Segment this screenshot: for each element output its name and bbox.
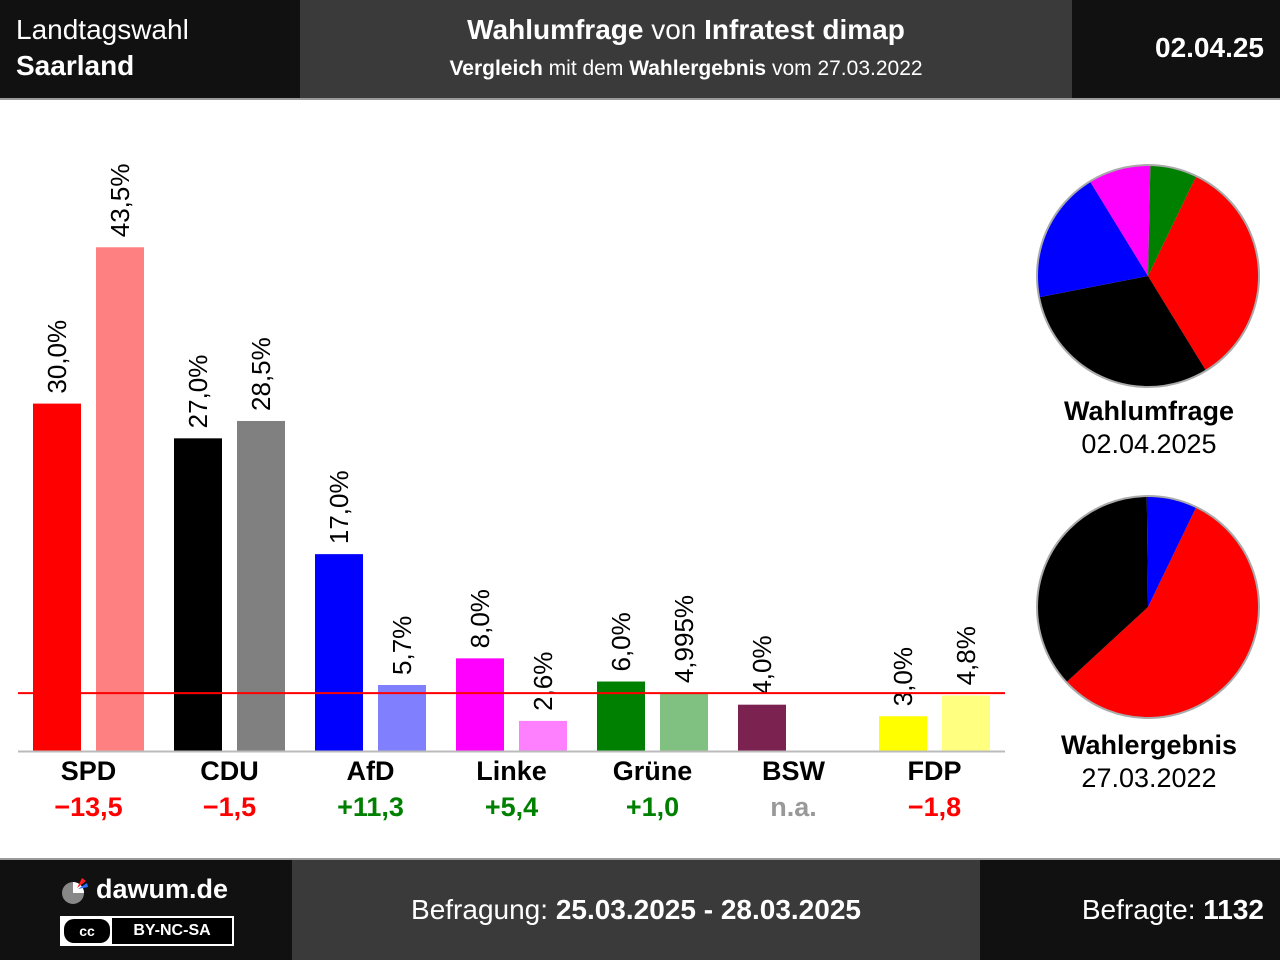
title-connector: von (643, 14, 705, 45)
bar-bsw-poll (738, 704, 786, 751)
header-divider (0, 98, 1280, 100)
subtitle-result: Wahlergebnis (629, 57, 767, 80)
difference-label-afd: +11,3 (337, 792, 404, 822)
category-label-cdu: CDU (200, 756, 259, 786)
category-label-grne: Grüne (613, 756, 693, 786)
pie-caption-poll: Wahlumfrage 02.04.2025 (1029, 396, 1269, 460)
bar-value-label: 30,0% (42, 320, 72, 394)
poll-date: 02.04.25 (1155, 32, 1264, 63)
pie-slice (1146, 496, 1197, 607)
difference-label-grne: +1,0 (626, 792, 679, 822)
license-badge: cc BY-NC-SA (60, 916, 234, 946)
bar-grne-result (660, 693, 708, 751)
subtitle-date: vom 27.03.2022 (766, 57, 923, 80)
footer-survey: Befragung: 25.03.2025 - 28.03.2025 (292, 860, 980, 960)
footer-divider (0, 858, 1280, 860)
bar-grne-poll (597, 681, 645, 751)
bar-cdu-poll (174, 438, 222, 751)
respondents-count: 1132 (1203, 894, 1264, 925)
election-type: Landtagswahl (16, 14, 189, 45)
survey-period: Befragung: 25.03.2025 - 28.03.2025 (292, 894, 980, 926)
bar-fdp-poll (879, 716, 927, 751)
pie-slice (1148, 165, 1197, 276)
bar-value-label: 4,8% (951, 626, 981, 685)
pie-slice (1039, 276, 1206, 388)
title-institute: Infratest dimap (704, 14, 905, 45)
bar-value-label: 4,995% (669, 595, 699, 683)
survey-label: Befragung: (411, 894, 556, 925)
respondents-label: Befragte: (1081, 894, 1204, 925)
difference-label-linke: +5,4 (485, 792, 538, 822)
cc-icon: cc (64, 919, 110, 943)
pie-slice (1090, 165, 1151, 276)
bar-chart: 30,0% 43,5% SPD −13,5 27,0% 28,5% CDU −1,5 17,0%… (18, 164, 1260, 822)
category-label-bsw: BSW (762, 756, 826, 786)
chart-subtitle: Vergleich mit dem Wahlergebnis vom 27.03… (300, 57, 1072, 81)
category-label-spd: SPD (61, 756, 117, 786)
footer-brand: dawum.de cc BY-NC-SA (0, 860, 292, 960)
survey-dates: 25.03.2025 - 28.03.2025 (555, 894, 861, 925)
bar-linke-result (519, 720, 567, 751)
bar-afd-poll (315, 554, 363, 751)
election-info: Landtagswahl Saarland (0, 0, 300, 98)
pie-outline (1036, 164, 1260, 388)
bar-value-label: 17,0% (324, 470, 354, 544)
bar-value-label: 8,0% (465, 589, 495, 648)
pie-date-poll: 02.04.2025 (1081, 429, 1217, 459)
pie-slice (1037, 496, 1148, 683)
pie-caption-result: Wahlergebnis 27.03.2022 (1029, 730, 1269, 794)
pie-slice (1037, 181, 1148, 298)
bar-value-label: 4,0% (747, 635, 777, 694)
pie-slice (1066, 507, 1260, 719)
pie-title-poll: Wahlumfrage (1063, 396, 1234, 426)
pie-date-result: 27.03.2022 (1081, 763, 1217, 793)
footer: dawum.de cc BY-NC-SA Befragung: 25.03.20… (0, 860, 1280, 960)
bar-value-label: 27,0% (183, 355, 213, 429)
bar-value-label: 28,5% (246, 337, 276, 411)
category-label-linke: Linke (476, 756, 547, 786)
bar-cdu-result (237, 420, 285, 751)
bar-value-label: 6,0% (606, 612, 636, 671)
pie-slice (1148, 176, 1259, 371)
bar-value-label: 43,5% (105, 164, 135, 238)
pie-logo-icon (62, 878, 88, 904)
election-region: Saarland (16, 50, 135, 81)
difference-label-bsw: n.a. (770, 792, 817, 822)
bar-fdp-result (942, 695, 990, 751)
bar-linke-poll (456, 658, 504, 751)
date-block: 02.04.25 (1072, 0, 1280, 98)
respondents: Befragte: 1132 (1082, 894, 1264, 926)
bar-value-label: 3,0% (888, 647, 918, 706)
bar-value-label: 5,7% (387, 616, 417, 675)
pie-outline (1036, 495, 1260, 719)
chart-title-block: Wahlumfrage von Infratest dimap Vergleic… (300, 0, 1072, 98)
subtitle-comparison: Vergleich (449, 57, 543, 80)
category-label-fdp: FDP (908, 756, 962, 786)
difference-label-fdp: −1,8 (908, 792, 961, 822)
bar-afd-result (378, 684, 426, 751)
license-text: BY-NC-SA (112, 918, 232, 944)
site-link[interactable]: dawum.de (96, 874, 229, 904)
pie-title-result: Wahlergebnis (1060, 730, 1238, 760)
subtitle-connector: mit dem (542, 57, 630, 80)
chart-title: Wahlumfrage von Infratest dimap (300, 14, 1072, 46)
header: Landtagswahl Saarland Wahlumfrage von In… (0, 0, 1280, 98)
difference-label-spd: −13,5 (54, 792, 122, 822)
footer-respondents: Befragte: 1132 (980, 860, 1280, 960)
bar-spd-result (96, 247, 144, 751)
category-label-afd: AfD (347, 756, 395, 786)
bar-value-label: 2,6% (528, 652, 558, 711)
difference-label-cdu: −1,5 (203, 792, 256, 822)
bar-spd-poll (33, 403, 81, 751)
title-poll: Wahlumfrage (467, 14, 644, 45)
